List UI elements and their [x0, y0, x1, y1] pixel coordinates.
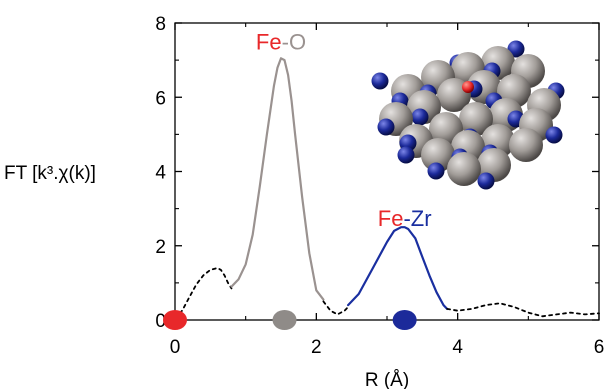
series-fe-o	[230, 57, 325, 301]
annotation-part: O	[289, 30, 306, 55]
cluster-blue-atom	[477, 172, 495, 190]
cluster-fe-atom	[462, 81, 474, 93]
dotted-tail-0	[174, 267, 233, 320]
axis-marker-dot	[392, 310, 417, 330]
x-tick-label: 0	[170, 337, 181, 358]
y-tick-label: 8	[155, 14, 166, 35]
x-tick-label: 4	[452, 337, 463, 358]
cluster-gray-atom	[447, 152, 481, 186]
tick-labels: 0 2 4 6 0 2 4 6 8	[155, 14, 604, 358]
y-tick-label: 6	[155, 88, 166, 109]
cluster-blue-atom	[411, 108, 429, 126]
atomic-cluster-image	[371, 40, 565, 190]
dotted-tail-4	[446, 302, 600, 318]
dotted-tail-2	[322, 300, 350, 316]
fe-o-annotation: Fe-O	[256, 30, 306, 55]
axis-markers	[163, 310, 417, 330]
y-axis-title: FT [k³.χ(k)]	[4, 163, 96, 184]
cluster-blue-atom	[371, 72, 389, 90]
axis-marker-dot	[163, 310, 187, 330]
cluster-blue-atom	[377, 118, 395, 136]
cluster-gray-atom	[459, 102, 493, 136]
series-fe-zr	[347, 226, 449, 310]
annotation-part: -	[403, 206, 410, 231]
y-tick-label: 4	[155, 163, 166, 184]
x-tick-label: 2	[311, 337, 322, 358]
cluster-gray-atom	[509, 128, 543, 162]
annotation-part: Zr	[411, 206, 432, 231]
annotation-part: -	[282, 30, 289, 55]
axis-ticks	[174, 22, 600, 321]
annotation-part: Fe	[256, 30, 282, 55]
cluster-gray-atom	[421, 138, 455, 172]
series-layer	[174, 57, 600, 320]
cluster-blue-atom	[545, 126, 563, 144]
x-axis-title: R (Å)	[365, 370, 409, 389]
axis-marker-dot	[272, 310, 297, 330]
y-tick-label: 0	[155, 311, 166, 332]
cluster-blue-atom	[397, 146, 415, 164]
x-tick-label: 6	[594, 337, 605, 358]
cluster-blue-atom	[427, 162, 445, 180]
fe-zr-annotation: Fe-Zr	[378, 206, 432, 231]
annotation-part: Fe	[378, 206, 404, 231]
y-tick-label: 2	[155, 237, 166, 258]
